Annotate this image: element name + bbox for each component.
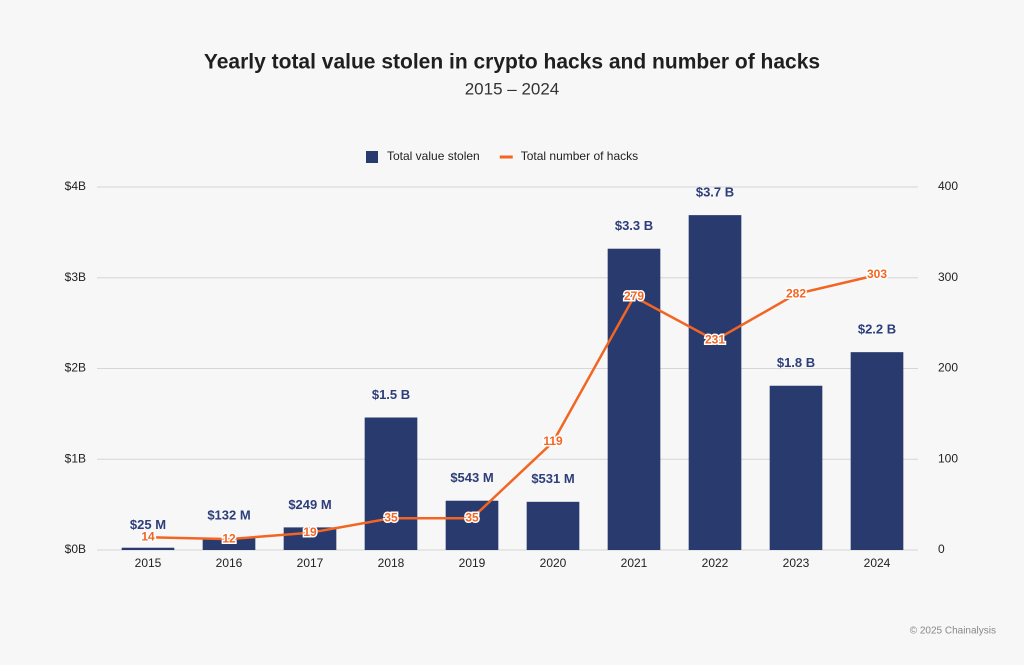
line-value-label: 282 [786, 286, 806, 300]
bar-value-label: $249 M [288, 497, 331, 512]
bar [202, 538, 256, 550]
bar-value-label: $543 M [450, 470, 493, 485]
bar [526, 501, 580, 550]
bar-value-label: $3.3 B [615, 218, 653, 233]
line-value-label: 35 [465, 510, 479, 524]
legend-label: Total number of hacks [521, 149, 638, 163]
y2-tick-label: 200 [938, 361, 958, 375]
line [147, 273, 878, 541]
bar [445, 500, 499, 550]
footer: © 2025 Chainalysis [910, 626, 996, 637]
y2-tick-label: 100 [938, 451, 958, 465]
legend-label: Total value stolen [387, 149, 480, 163]
x-tick-label: 2024 [864, 556, 891, 570]
x-tick-label: 2020 [540, 556, 567, 570]
y2-tick-label: 400 [938, 179, 958, 193]
y-tick-label: $3B [65, 270, 86, 284]
x-tick-label: 2022 [702, 556, 729, 570]
bar-value-label: $132 M [207, 507, 250, 522]
legend-swatch [366, 151, 378, 163]
bar-value-label: $1.5 B [372, 387, 410, 402]
line-value-label: 14 [141, 529, 155, 543]
chart-subtitle: 2015 – 2024 [465, 79, 560, 98]
bar-value-label: $2.2 B [858, 322, 896, 337]
line-value-label: 303 [867, 267, 887, 281]
bar [769, 385, 823, 550]
line-value-label: 279 [624, 289, 644, 303]
bar [688, 215, 742, 550]
bar-value-label: $25 M [130, 517, 166, 532]
y-tick-label: $1B [65, 451, 86, 465]
line-value-label: 12 [222, 531, 236, 545]
y-tick-label: $0B [65, 542, 86, 556]
y-tick-label: $2B [65, 361, 86, 375]
x-tick-label: 2023 [783, 556, 810, 570]
x-tick-label: 2021 [621, 556, 648, 570]
x-tick-label: 2016 [216, 556, 243, 570]
bar [121, 547, 175, 550]
bar-value-label: $3.7 B [696, 185, 734, 200]
line-value-label: 19 [303, 525, 317, 539]
bar [850, 352, 904, 550]
x-tick-label: 2019 [459, 556, 486, 570]
y-tick-label: $4B [65, 179, 86, 193]
y2-tick-label: 300 [938, 270, 958, 284]
x-tick-label: 2015 [135, 556, 162, 570]
x-tick-label: 2017 [297, 556, 324, 570]
bar-value-label: $1.8 B [777, 355, 815, 370]
chart-title: Yearly total value stolen in crypto hack… [204, 51, 820, 74]
x-tick-label: 2018 [378, 556, 405, 570]
line-value-label: 231 [705, 333, 725, 347]
line-value-label: 119 [543, 434, 563, 448]
bar-value-label: $531 M [531, 471, 574, 486]
y2-tick-label: 0 [938, 542, 945, 556]
bar [364, 417, 418, 550]
line-value-label: 35 [384, 510, 398, 524]
